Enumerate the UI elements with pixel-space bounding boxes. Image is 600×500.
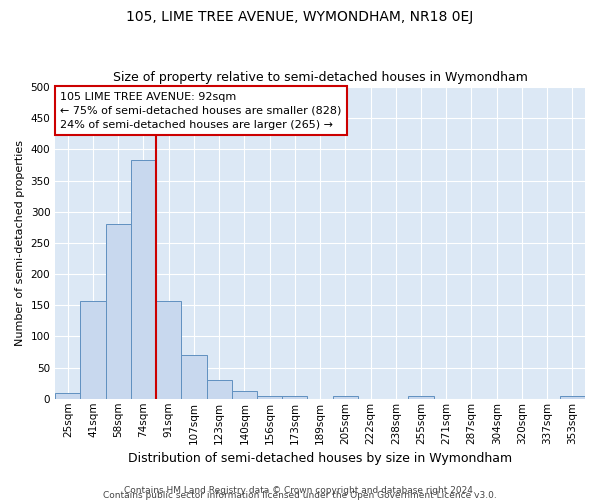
Bar (131, 160, 156, 399)
Bar (80, 301, 106, 399)
Bar (106, 224, 131, 399)
Bar (560, 396, 585, 399)
Title: Size of property relative to semi-detached houses in Wymondham: Size of property relative to semi-detach… (113, 72, 527, 85)
Y-axis label: Number of semi-detached properties: Number of semi-detached properties (15, 140, 25, 346)
Bar (232, 390, 257, 399)
Bar (282, 396, 307, 399)
Text: Contains public sector information licensed under the Open Government Licence v3: Contains public sector information licen… (103, 491, 497, 500)
Bar (206, 380, 232, 399)
Bar (156, 301, 181, 399)
Bar (257, 396, 282, 399)
Text: 105 LIME TREE AVENUE: 92sqm
← 75% of semi-detached houses are smaller (828)
24% : 105 LIME TREE AVENUE: 92sqm ← 75% of sem… (61, 92, 342, 130)
Text: Contains HM Land Registry data © Crown copyright and database right 2024.: Contains HM Land Registry data © Crown c… (124, 486, 476, 495)
Bar (332, 396, 358, 399)
X-axis label: Distribution of semi-detached houses by size in Wymondham: Distribution of semi-detached houses by … (128, 452, 512, 465)
Bar (55, 392, 80, 399)
Bar (181, 355, 206, 399)
Bar (409, 396, 434, 399)
Text: 105, LIME TREE AVENUE, WYMONDHAM, NR18 0EJ: 105, LIME TREE AVENUE, WYMONDHAM, NR18 0… (127, 10, 473, 24)
